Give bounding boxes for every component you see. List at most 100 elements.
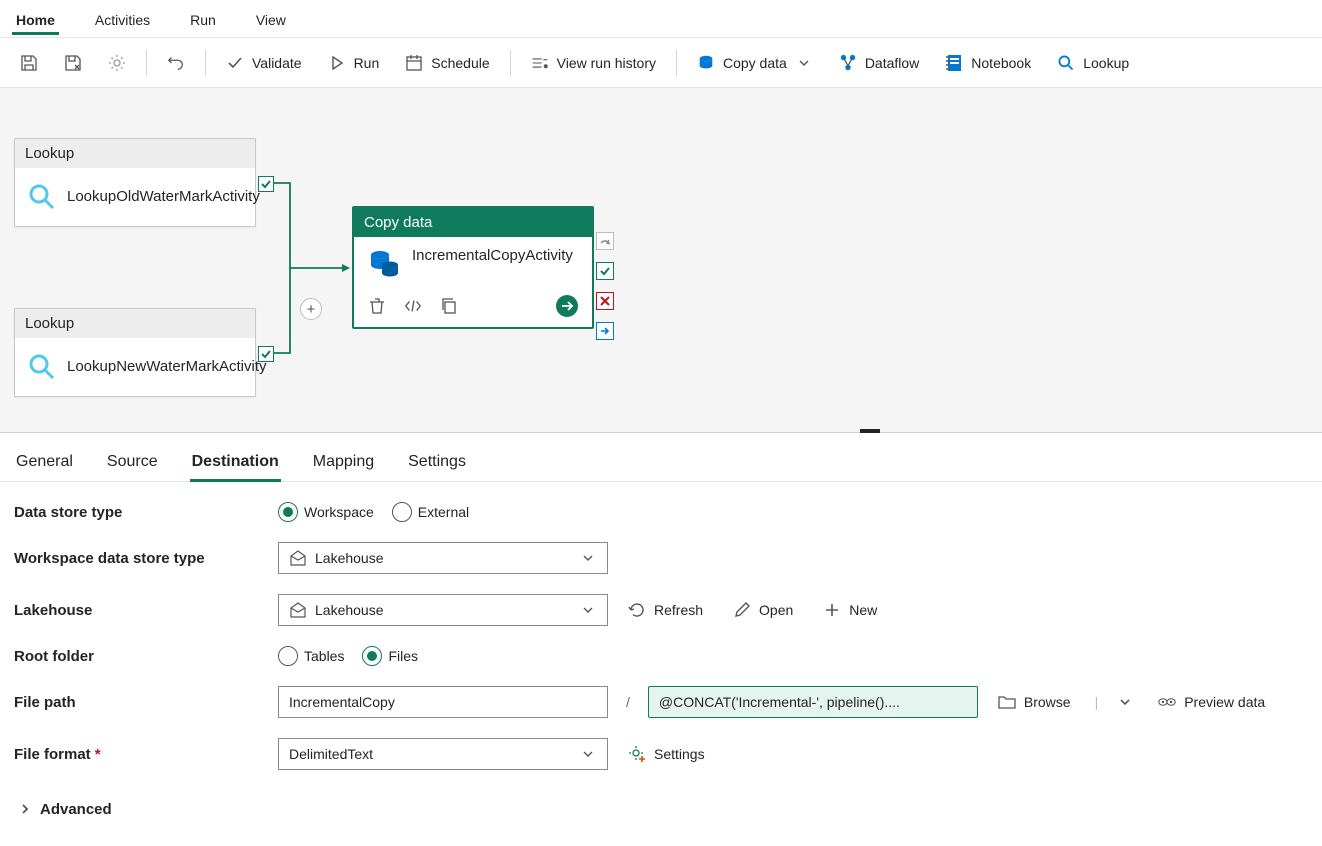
- chevron-right-icon: [16, 800, 34, 818]
- history-icon: [531, 54, 549, 72]
- gear-icon: [108, 54, 126, 72]
- add-activity-button[interactable]: +: [300, 298, 322, 320]
- lookup-label: Lookup: [1083, 55, 1129, 71]
- data-store-type-workspace-radio[interactable]: Workspace: [278, 502, 374, 522]
- preview-label: Preview data: [1184, 694, 1265, 710]
- browse-button[interactable]: Browse: [992, 689, 1077, 715]
- save-as-button[interactable]: [54, 48, 92, 78]
- input-value: @CONCAT('Incremental-', pipeline()....: [659, 694, 900, 710]
- preview-icon: [1158, 693, 1176, 711]
- copy-icon[interactable]: [440, 297, 458, 315]
- lakehouse-icon: [289, 601, 307, 619]
- data-store-type-external-radio[interactable]: External: [392, 502, 469, 522]
- schedule-label: Schedule: [431, 55, 489, 71]
- top-ribbon-tabs: Home Activities Run View: [0, 0, 1322, 38]
- detail-tab-source[interactable]: Source: [105, 447, 160, 481]
- new-label: New: [849, 602, 877, 618]
- new-button[interactable]: New: [817, 597, 883, 623]
- run-button[interactable]: Run: [318, 48, 390, 78]
- dataflow-label: Dataflow: [865, 55, 919, 71]
- view-run-history-label: View run history: [557, 55, 656, 71]
- chevron-down-icon[interactable]: [1116, 693, 1134, 711]
- play-icon: [328, 54, 346, 72]
- side-handle-skip[interactable]: [596, 232, 614, 250]
- file-format-select[interactable]: DelimitedText: [278, 738, 608, 770]
- detail-tab-mapping[interactable]: Mapping: [311, 447, 376, 481]
- schedule-button[interactable]: Schedule: [395, 48, 499, 78]
- detail-tab-settings[interactable]: Settings: [406, 447, 468, 481]
- undo-icon: [167, 54, 185, 72]
- root-folder-files-radio[interactable]: Files: [362, 646, 418, 666]
- advanced-label: Advanced: [40, 801, 112, 818]
- root-folder-tables-radio[interactable]: Tables: [278, 646, 344, 666]
- panel-resize-handle[interactable]: [860, 429, 880, 433]
- save-as-icon: [64, 54, 82, 72]
- root-folder-label: Root folder: [14, 648, 264, 665]
- side-handle-fail[interactable]: [596, 292, 614, 310]
- top-tab-view[interactable]: View: [252, 4, 290, 34]
- check-icon: [226, 54, 244, 72]
- success-marker[interactable]: [258, 346, 274, 362]
- lakehouse-select[interactable]: Lakehouse: [278, 594, 608, 626]
- workspace-data-store-type-select[interactable]: Lakehouse: [278, 542, 608, 574]
- radio-label: Tables: [304, 648, 344, 664]
- top-tab-run[interactable]: Run: [186, 4, 220, 34]
- notebook-button[interactable]: Notebook: [935, 48, 1041, 78]
- toolbar: Validate Run Schedule View run history C…: [0, 38, 1322, 88]
- format-settings-button[interactable]: Settings: [622, 741, 711, 767]
- copy-data-button[interactable]: Copy data: [687, 48, 823, 78]
- pipeline-canvas[interactable]: Lookup LookupOldWaterMarkActivity Lookup…: [0, 88, 1322, 433]
- activity-type-label: Lookup: [15, 309, 255, 338]
- lakehouse-icon: [289, 549, 307, 567]
- chevron-down-icon: [579, 745, 597, 763]
- dataflow-button[interactable]: Dataflow: [829, 48, 929, 78]
- activity-copy-data[interactable]: Copy data IncrementalCopyActivity: [352, 206, 594, 329]
- gear-plus-icon: [628, 745, 646, 763]
- refresh-label: Refresh: [654, 602, 703, 618]
- activity-name: LookupNewWaterMarkActivity: [67, 358, 267, 377]
- run-activity-icon[interactable]: [556, 295, 578, 317]
- run-label: Run: [354, 55, 380, 71]
- activity-type-label: Copy data: [354, 208, 592, 237]
- select-value: DelimitedText: [289, 746, 373, 762]
- data-store-type-label: Data store type: [14, 504, 264, 521]
- open-button[interactable]: Open: [727, 597, 799, 623]
- file-path-label: File path: [14, 694, 264, 711]
- toolbar-separator: [205, 50, 206, 76]
- side-handle-success[interactable]: [596, 262, 614, 280]
- validate-button[interactable]: Validate: [216, 48, 312, 78]
- top-tab-activities[interactable]: Activities: [91, 4, 154, 34]
- detail-tabs: General Source Destination Mapping Setti…: [0, 433, 1322, 482]
- detail-tab-general[interactable]: General: [14, 447, 75, 481]
- plus-icon: [823, 601, 841, 619]
- detail-tab-destination[interactable]: Destination: [190, 447, 281, 481]
- delete-icon[interactable]: [368, 297, 386, 315]
- view-run-history-button[interactable]: View run history: [521, 48, 666, 78]
- activity-lookup-old[interactable]: Lookup LookupOldWaterMarkActivity: [14, 138, 256, 227]
- preview-data-button[interactable]: Preview data: [1152, 689, 1271, 715]
- save-button[interactable]: [10, 48, 48, 78]
- select-value: Lakehouse: [315, 602, 384, 618]
- activity-name: IncrementalCopyActivity: [412, 247, 573, 266]
- toolbar-separator: [510, 50, 511, 76]
- search-icon: [1057, 54, 1075, 72]
- settings-button[interactable]: [98, 48, 136, 78]
- code-icon[interactable]: [404, 297, 422, 315]
- advanced-toggle[interactable]: Advanced: [14, 796, 114, 822]
- undo-button[interactable]: [157, 48, 195, 78]
- top-tab-home[interactable]: Home: [12, 4, 59, 34]
- chevron-down-icon: [579, 549, 597, 567]
- file-path-expression-input[interactable]: @CONCAT('Incremental-', pipeline()....: [648, 686, 978, 718]
- file-path-folder-input[interactable]: IncrementalCopy: [278, 686, 608, 718]
- activity-lookup-new[interactable]: Lookup LookupNewWaterMarkActivity: [14, 308, 256, 397]
- notebook-icon: [945, 54, 963, 72]
- path-separator: /: [622, 694, 634, 710]
- lookup-button[interactable]: Lookup: [1047, 48, 1139, 78]
- refresh-button[interactable]: Refresh: [622, 597, 709, 623]
- folder-icon: [998, 693, 1016, 711]
- copy-data-label: Copy data: [723, 55, 787, 71]
- destination-form: Data store type Workspace External Works…: [0, 482, 1322, 842]
- success-marker[interactable]: [258, 176, 274, 192]
- side-handle-completion[interactable]: [596, 322, 614, 340]
- radio-icon: [278, 502, 298, 522]
